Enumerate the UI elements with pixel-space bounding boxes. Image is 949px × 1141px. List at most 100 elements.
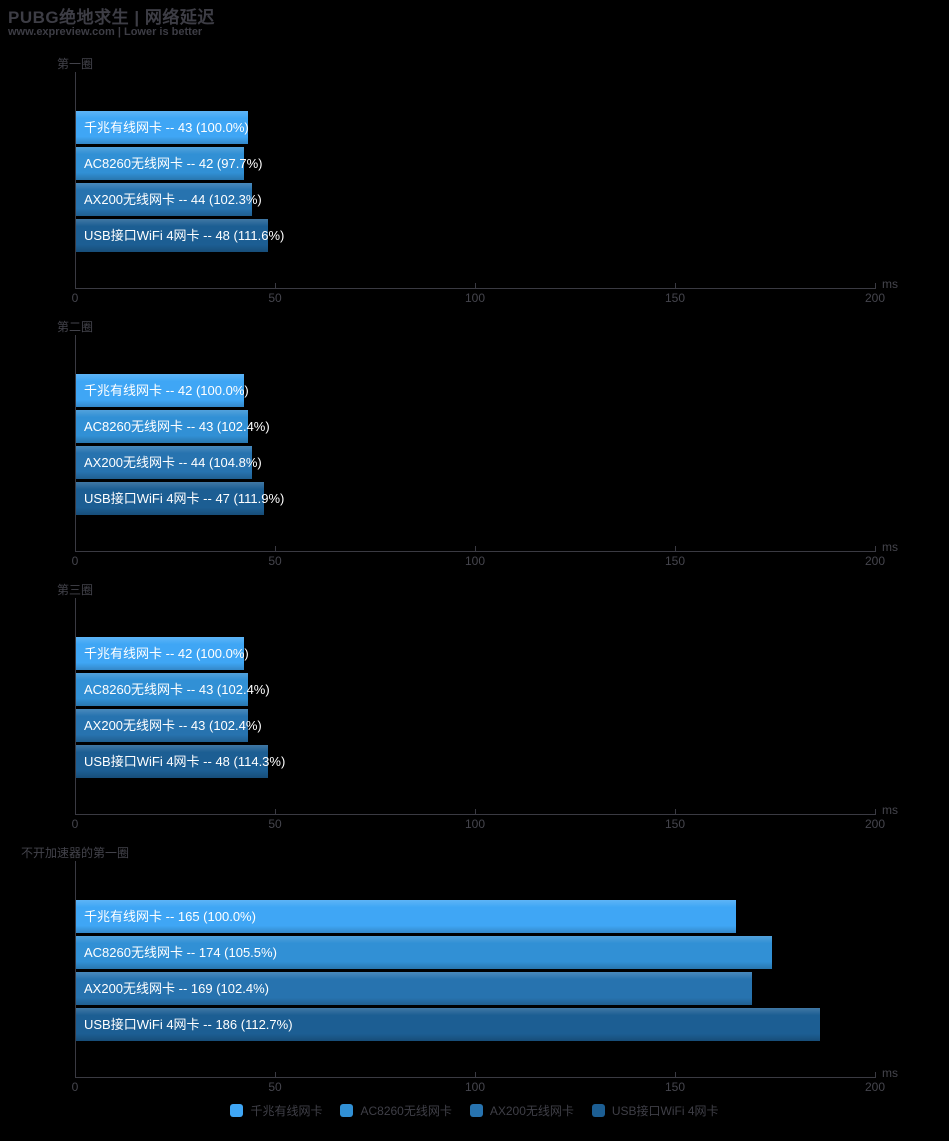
axis-tick xyxy=(875,546,876,551)
legend-label: AX200无线网卡 xyxy=(489,1104,574,1118)
legend-label: 千兆有线网卡 xyxy=(250,1104,323,1118)
y-axis-line xyxy=(75,598,76,814)
bar: USB接口WiFi 4网卡 -- 47 (111.9%) xyxy=(76,482,285,515)
bar-label: AX200无线网卡 -- 44 (104.8%) xyxy=(84,455,262,470)
axis-tick xyxy=(475,809,476,814)
bar-label: USB接口WiFi 4网卡 -- 48 (111.6%) xyxy=(84,228,285,243)
axis-tick xyxy=(475,283,476,288)
tick-label: 0 xyxy=(71,554,79,568)
tick-label: 100 xyxy=(464,554,486,568)
chart-section: 第二圈千兆有线网卡 -- 42 (100.0%) AC8260无线网卡 -- 43… xyxy=(0,318,949,568)
bar-label: AC8260无线网卡 -- 42 (97.7%) xyxy=(84,156,263,171)
tick-label: 200 xyxy=(864,817,886,831)
tick-label: 200 xyxy=(864,554,886,568)
axis-tick xyxy=(875,809,876,814)
tick-label: 0 xyxy=(71,817,79,831)
page-title: PUBG绝地求生 | 网络延迟 xyxy=(8,8,215,27)
section-title: 第三圈 xyxy=(56,583,94,597)
tick-label: 50 xyxy=(268,817,282,831)
bar: USB接口WiFi 4网卡 -- 186 (112.7%) xyxy=(76,1008,820,1041)
axis-tick xyxy=(275,283,276,288)
bar: AX200无线网卡 -- 44 (102.3%) xyxy=(76,183,262,216)
bar: 千兆有线网卡 -- 165 (100.0%) xyxy=(76,900,736,933)
bar: 千兆有线网卡 -- 42 (100.0%) xyxy=(76,374,249,407)
tick-label: 100 xyxy=(464,291,486,305)
legend: 千兆有线网卡 AC8260无线网卡 AX200无线网卡 USB接口WiFi 4网卡 xyxy=(0,1102,949,1119)
tick-label: 150 xyxy=(664,1080,686,1094)
bar: 千兆有线网卡 -- 42 (100.0%) xyxy=(76,637,249,670)
tick-label: 0 xyxy=(71,1080,79,1094)
chart-section: 不开加速器的第一圈千兆有线网卡 -- 165 (100.0%) AC8260无线网… xyxy=(0,844,949,1094)
legend-item: USB接口WiFi 4网卡 xyxy=(591,1102,719,1119)
tick-label: 50 xyxy=(268,554,282,568)
page-subtitle: www.expreview.com | Lower is better xyxy=(8,26,203,38)
axis-tick xyxy=(475,546,476,551)
axis-unit-label: ms xyxy=(882,803,898,817)
axis-tick xyxy=(475,1072,476,1077)
legend-swatch-icon xyxy=(340,1104,354,1117)
bar-label: USB接口WiFi 4网卡 -- 47 (111.9%) xyxy=(84,491,285,506)
legend-item: AX200无线网卡 xyxy=(469,1102,574,1119)
bar: AX200无线网卡 -- 43 (102.4%) xyxy=(76,709,262,742)
bar-label: AC8260无线网卡 -- 43 (102.4%) xyxy=(84,419,270,434)
axis-tick xyxy=(275,809,276,814)
bar-label: AX200无线网卡 -- 44 (102.3%) xyxy=(84,192,262,207)
bar: 千兆有线网卡 -- 43 (100.0%) xyxy=(76,111,249,144)
bar-label: USB接口WiFi 4网卡 -- 186 (112.7%) xyxy=(84,1017,293,1032)
tick-label: 150 xyxy=(664,817,686,831)
bar-label: AC8260无线网卡 -- 43 (102.4%) xyxy=(84,682,270,697)
tick-label: 50 xyxy=(268,291,282,305)
axis-tick xyxy=(875,283,876,288)
axis-unit-label: ms xyxy=(882,540,898,554)
x-axis-line xyxy=(75,1077,876,1078)
axis-tick xyxy=(675,283,676,288)
bar: AC8260无线网卡 -- 43 (102.4%) xyxy=(76,673,270,706)
axis-unit-label: ms xyxy=(882,1066,898,1080)
bar-label: AX200无线网卡 -- 43 (102.4%) xyxy=(84,718,262,733)
axis-tick xyxy=(875,1072,876,1077)
tick-label: 200 xyxy=(864,1080,886,1094)
tick-label: 100 xyxy=(464,1080,486,1094)
bar-label: USB接口WiFi 4网卡 -- 48 (114.3%) xyxy=(84,754,286,769)
bar: AC8260无线网卡 -- 43 (102.4%) xyxy=(76,410,270,443)
x-axis-line xyxy=(75,551,876,552)
chart-section: 第三圈千兆有线网卡 -- 42 (100.0%) AC8260无线网卡 -- 43… xyxy=(0,581,949,831)
bar-label: 千兆有线网卡 -- 165 (100.0%) xyxy=(84,909,256,924)
x-axis-line xyxy=(75,288,876,289)
tick-label: 150 xyxy=(664,554,686,568)
axis-tick xyxy=(675,809,676,814)
section-title: 不开加速器的第一圈 xyxy=(20,846,130,860)
tick-label: 0 xyxy=(71,291,79,305)
y-axis-line xyxy=(75,335,76,551)
section-title: 第一圈 xyxy=(56,57,94,71)
section-title: 第二圈 xyxy=(56,320,94,334)
bar: AC8260无线网卡 -- 42 (97.7%) xyxy=(76,147,263,180)
legend-swatch-icon xyxy=(591,1104,605,1117)
axis-tick xyxy=(275,1072,276,1077)
tick-label: 50 xyxy=(268,1080,282,1094)
bar-label: AC8260无线网卡 -- 174 (105.5%) xyxy=(84,945,277,960)
bar: USB接口WiFi 4网卡 -- 48 (111.6%) xyxy=(76,219,285,252)
x-axis-line xyxy=(75,814,876,815)
legend-label: AC8260无线网卡 xyxy=(360,1104,452,1118)
axis-tick xyxy=(675,1072,676,1077)
legend-swatch-icon xyxy=(230,1104,244,1117)
bar: AX200无线网卡 -- 169 (102.4%) xyxy=(76,972,752,1005)
bar-label: 千兆有线网卡 -- 42 (100.0%) xyxy=(84,383,249,398)
tick-label: 150 xyxy=(664,291,686,305)
bar: USB接口WiFi 4网卡 -- 48 (114.3%) xyxy=(76,745,286,778)
bar-label: 千兆有线网卡 -- 42 (100.0%) xyxy=(84,646,249,661)
tick-label: 100 xyxy=(464,817,486,831)
legend-swatch-icon xyxy=(469,1104,483,1117)
legend-label: USB接口WiFi 4网卡 xyxy=(611,1104,719,1118)
bar-label: AX200无线网卡 -- 169 (102.4%) xyxy=(84,981,269,996)
legend-item: AC8260无线网卡 xyxy=(340,1102,452,1119)
bar: AC8260无线网卡 -- 174 (105.5%) xyxy=(76,936,772,969)
axis-tick xyxy=(275,546,276,551)
bar: AX200无线网卡 -- 44 (104.8%) xyxy=(76,446,262,479)
chart-section: 第一圈千兆有线网卡 -- 43 (100.0%) AC8260无线网卡 -- 42… xyxy=(0,55,949,305)
tick-label: 200 xyxy=(864,291,886,305)
legend-item: 千兆有线网卡 xyxy=(230,1102,322,1119)
bar-label: 千兆有线网卡 -- 43 (100.0%) xyxy=(84,120,249,135)
